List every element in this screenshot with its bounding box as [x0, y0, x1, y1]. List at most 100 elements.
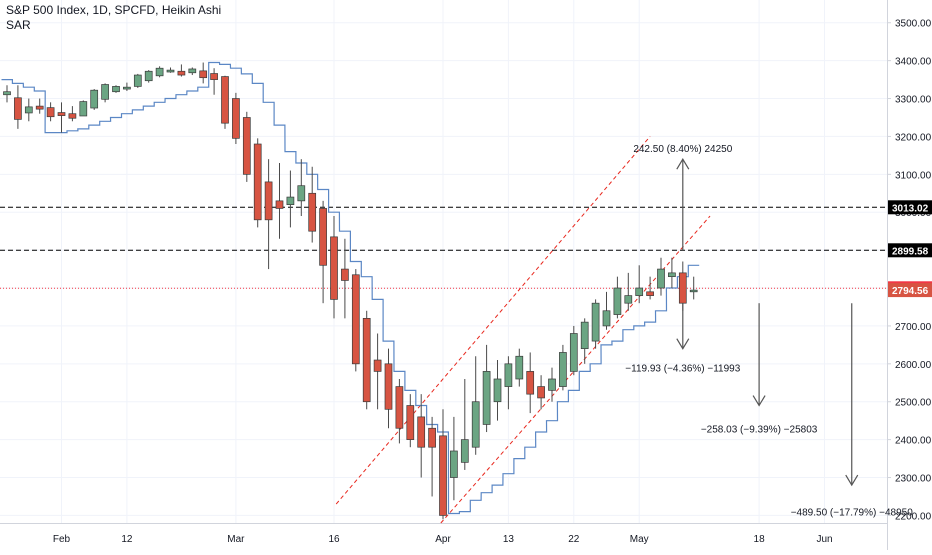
candle-body[interactable] [308, 192, 317, 232]
candle-body[interactable] [450, 450, 458, 478]
last-price-badge: 2794.56 [892, 286, 929, 297]
candle-body[interactable] [221, 76, 229, 124]
candle-body[interactable] [35, 105, 44, 110]
chart-legend: S&P 500 Index, 1D, SPCFD, Heikin Ashi SA… [6, 3, 221, 33]
candle-body[interactable] [406, 405, 415, 440]
candle-body[interactable] [395, 386, 404, 429]
y-tick-label: 3300.00 [895, 95, 932, 106]
candle-body[interactable] [657, 268, 665, 289]
candle-body[interactable] [439, 435, 447, 516]
candle-body[interactable] [580, 321, 589, 350]
candle-body[interactable] [624, 295, 633, 304]
candle-body[interactable] [57, 112, 66, 116]
candle-body[interactable] [253, 143, 262, 221]
candle-body[interactable] [373, 359, 382, 372]
candle-body[interactable] [646, 291, 654, 296]
x-tick-label: 13 [503, 534, 515, 545]
level-price-badge: 3013.02 [892, 203, 929, 214]
candle-body[interactable] [46, 107, 55, 118]
measure-arrow-head [676, 338, 690, 350]
measure-label: 242.50 (8.40%) 24250 [633, 144, 732, 155]
candle-body[interactable] [166, 69, 175, 73]
level-price-badge: 2899.58 [892, 246, 929, 257]
y-tick-label: 2700.00 [895, 322, 932, 333]
candle-body[interactable] [133, 74, 142, 87]
y-tick-label: 3100.00 [895, 170, 932, 181]
candle-body[interactable] [144, 70, 153, 82]
candle-body[interactable] [319, 208, 327, 266]
x-tick-label: Jun [816, 534, 832, 545]
chart-title: S&P 500 Index, 1D, SPCFD, Heikin Ashi [6, 3, 222, 17]
measure-label: −258.03 (−9.39%) −25803 [701, 424, 818, 435]
candle-body[interactable] [14, 97, 22, 120]
candle-body[interactable] [79, 101, 88, 117]
sar-line [1, 61, 700, 515]
candle-body[interactable] [199, 70, 208, 79]
level-price-badge-bg [888, 243, 932, 258]
candle-body[interactable] [689, 289, 698, 293]
candle-body[interactable] [188, 68, 197, 74]
measure-label: −119.93 (−4.36%) −11993 [625, 364, 740, 375]
last-price-badge-bg [888, 283, 932, 298]
candle-body[interactable] [678, 272, 687, 304]
candle-body[interactable] [537, 386, 545, 399]
candle-body[interactable] [471, 401, 480, 448]
candle-body[interactable] [428, 427, 436, 448]
y-tick-label: 3200.00 [895, 132, 932, 143]
candle-body[interactable] [123, 86, 131, 90]
candle-body[interactable] [526, 371, 535, 395]
x-tick-label: Apr [435, 534, 451, 545]
candle-body[interactable] [668, 272, 676, 278]
x-tick-label: Feb [53, 534, 71, 545]
y-tick-label: 2500.00 [895, 398, 932, 409]
candle-body[interactable] [351, 274, 360, 365]
trend-channel-line[interactable] [335, 136, 651, 505]
x-tick-label: 12 [121, 534, 133, 545]
level-price-badge-bg [888, 200, 932, 215]
candle-body[interactable] [635, 287, 644, 296]
candle-body[interactable] [569, 333, 578, 372]
candle-body[interactable] [242, 117, 251, 175]
candle-body[interactable] [210, 73, 218, 80]
candle-body[interactable] [297, 185, 306, 202]
candle-body[interactable] [493, 378, 502, 403]
y-tick-label: 2200.00 [895, 511, 932, 522]
candle-body[interactable] [515, 355, 524, 380]
candle-body[interactable] [101, 84, 109, 100]
candle-body[interactable] [286, 196, 295, 206]
candle-body[interactable] [330, 236, 338, 300]
candle-body[interactable] [155, 67, 164, 77]
candle-body[interactable] [232, 98, 240, 139]
candle-body[interactable] [275, 200, 284, 209]
candle-body[interactable] [591, 302, 600, 342]
candle-body[interactable] [112, 86, 120, 93]
candle-body[interactable] [504, 363, 513, 387]
candle-body[interactable] [341, 268, 349, 281]
candle-body[interactable] [177, 70, 186, 76]
candle-body[interactable] [602, 310, 611, 327]
x-tick-label: 22 [568, 534, 580, 545]
indicator-label: SAR [6, 18, 31, 32]
candle-body[interactable] [68, 113, 77, 119]
candle-body[interactable] [460, 439, 469, 463]
measure-arrow-head [752, 395, 766, 407]
candle-body[interactable] [264, 181, 273, 221]
candle-body[interactable] [548, 378, 556, 391]
candle-body[interactable] [482, 371, 491, 425]
candle-body[interactable] [24, 106, 33, 114]
y-tick-label: 2300.00 [895, 474, 932, 485]
candle-body[interactable] [559, 352, 567, 387]
candle-body[interactable] [90, 89, 99, 109]
candle-body[interactable] [3, 91, 11, 96]
candle-body[interactable] [417, 416, 426, 448]
y-tick-label: 2600.00 [895, 360, 932, 371]
candle-body[interactable] [384, 363, 393, 410]
candle-body[interactable] [362, 317, 371, 403]
candle-body[interactable] [613, 287, 622, 315]
measure-arrow-head [845, 474, 859, 487]
y-tick-label: 2400.00 [895, 436, 932, 447]
x-tick-label: May [630, 534, 649, 545]
measure-label: −489.50 (−17.79%) −48950 [791, 508, 913, 519]
